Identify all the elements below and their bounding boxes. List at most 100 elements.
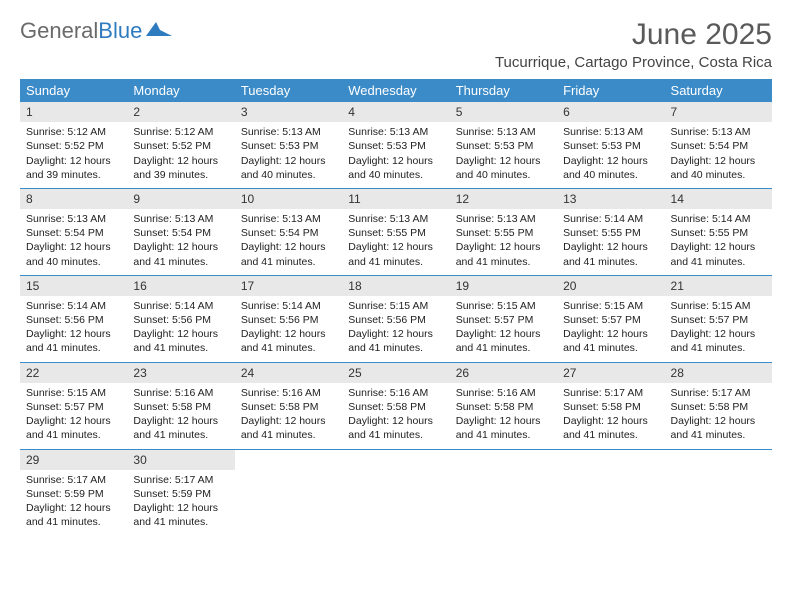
sunrise-line: Sunrise: 5:13 AM [26,212,121,226]
calendar-day-cell: 26 Sunrise: 5:16 AMSunset: 5:58 PMDayligh… [450,363,557,449]
daylight-line: Daylight: 12 hours and 40 minutes. [241,154,336,182]
day-number: 25 [342,363,449,383]
daylight-line: Daylight: 12 hours and 41 minutes. [671,414,766,442]
day-number: 9 [127,189,234,209]
sunset-line: Sunset: 5:55 PM [563,226,658,240]
day-number: 17 [235,276,342,296]
day-number: 18 [342,276,449,296]
sunset-line: Sunset: 5:54 PM [133,226,228,240]
day-number: 5 [450,102,557,122]
sunrise-line: Sunrise: 5:15 AM [563,299,658,313]
location-text: Tucurrique, Cartago Province, Costa Rica [495,54,772,71]
calendar-week: 1Sunrise: 5:12 AMSunset: 5:52 PMDaylight… [20,102,772,189]
day-number: 26 [450,363,557,383]
sunrise-line: Sunrise: 5:17 AM [133,473,228,487]
sunrise-line: Sunrise: 5:14 AM [563,212,658,226]
day-number: 8 [20,189,127,209]
sunset-line: Sunset: 5:55 PM [456,226,551,240]
calendar-empty-cell [557,450,664,536]
day-number: 12 [450,189,557,209]
month-title: June 2025 [495,18,772,52]
daylight-line: Daylight: 12 hours and 41 minutes. [563,414,658,442]
title-block: June 2025 Tucurrique, Cartago Province, … [495,18,772,71]
sunset-line: Sunset: 5:58 PM [671,400,766,414]
sunrise-line: Sunrise: 5:17 AM [671,386,766,400]
sunset-line: Sunset: 5:56 PM [348,313,443,327]
daylight-line: Daylight: 12 hours and 41 minutes. [671,327,766,355]
sunset-line: Sunset: 5:52 PM [26,139,121,153]
daylight-line: Daylight: 12 hours and 40 minutes. [563,154,658,182]
calendar-day-cell: 1Sunrise: 5:12 AMSunset: 5:52 PMDaylight… [20,102,127,188]
daylight-line: Daylight: 12 hours and 40 minutes. [348,154,443,182]
day-number: 15 [20,276,127,296]
day-number: 11 [342,189,449,209]
calendar-grid: SundayMondayTuesdayWednesdayThursdayFrid… [20,79,772,535]
day-header-cell: Saturday [665,79,772,102]
calendar-day-cell: 24Sunrise: 5:16 AMSunset: 5:58 PMDayligh… [235,363,342,449]
calendar-page: GeneralBlue June 2025 Tucurrique, Cartag… [0,0,792,553]
sunset-line: Sunset: 5:53 PM [348,139,443,153]
daylight-line: Daylight: 12 hours and 41 minutes. [26,327,121,355]
day-number: 13 [557,189,664,209]
brand-part2: Blue [98,18,142,44]
sunrise-line: Sunrise: 5:13 AM [133,212,228,226]
calendar-day-cell: 11Sunrise: 5:13 AMSunset: 5:55 PMDayligh… [342,189,449,275]
sunset-line: Sunset: 5:52 PM [133,139,228,153]
sunset-line: Sunset: 5:55 PM [671,226,766,240]
daylight-line: Daylight: 12 hours and 40 minutes. [671,154,766,182]
day-number: 1 [20,102,127,122]
day-number: 4 [342,102,449,122]
daylight-line: Daylight: 12 hours and 41 minutes. [26,501,121,529]
sunrise-line: Sunrise: 5:16 AM [456,386,551,400]
day-number: 16 [127,276,234,296]
calendar-day-cell: 27Sunrise: 5:17 AMSunset: 5:58 PMDayligh… [557,363,664,449]
page-header: GeneralBlue June 2025 Tucurrique, Cartag… [20,18,772,71]
calendar-day-cell: 22Sunrise: 5:15 AMSunset: 5:57 PMDayligh… [20,363,127,449]
sunrise-line: Sunrise: 5:14 AM [26,299,121,313]
sunrise-line: Sunrise: 5:15 AM [671,299,766,313]
calendar-day-cell: 15Sunrise: 5:14 AMSunset: 5:56 PMDayligh… [20,276,127,362]
calendar-day-cell: 30Sunrise: 5:17 AMSunset: 5:59 PMDayligh… [127,450,234,536]
day-number: 21 [665,276,772,296]
calendar-day-cell: 14Sunrise: 5:14 AMSunset: 5:55 PMDayligh… [665,189,772,275]
sunrise-line: Sunrise: 5:12 AM [133,125,228,139]
sunrise-line: Sunrise: 5:13 AM [456,212,551,226]
day-number: 19 [450,276,557,296]
daylight-line: Daylight: 12 hours and 41 minutes. [456,414,551,442]
calendar-day-cell: 17Sunrise: 5:14 AMSunset: 5:56 PMDayligh… [235,276,342,362]
calendar-day-cell: 21 Sunrise: 5:15 AMSunset: 5:57 PMDayligh… [665,276,772,362]
calendar-day-cell: 23Sunrise: 5:16 AMSunset: 5:58 PMDayligh… [127,363,234,449]
day-number: 29 [20,450,127,470]
calendar-empty-cell [665,450,772,536]
calendar-day-cell: 3Sunrise: 5:13 AMSunset: 5:53 PMDaylight… [235,102,342,188]
sunrise-line: Sunrise: 5:15 AM [456,299,551,313]
sunset-line: Sunset: 5:54 PM [26,226,121,240]
sunset-line: Sunset: 5:55 PM [348,226,443,240]
daylight-line: Daylight: 12 hours and 41 minutes. [348,240,443,268]
sunset-line: Sunset: 5:54 PM [671,139,766,153]
daylight-line: Daylight: 12 hours and 41 minutes. [348,414,443,442]
daylight-line: Daylight: 12 hours and 41 minutes. [133,501,228,529]
brand-part1: General [20,18,98,44]
brand-logo: GeneralBlue [20,18,172,44]
day-header-cell: Sunday [20,79,127,102]
daylight-line: Daylight: 12 hours and 41 minutes. [456,240,551,268]
calendar-day-cell: 18Sunrise: 5:15 AMSunset: 5:56 PMDayligh… [342,276,449,362]
day-number: 14 [665,189,772,209]
day-number: 20 [557,276,664,296]
sunset-line: Sunset: 5:58 PM [456,400,551,414]
sunset-line: Sunset: 5:56 PM [241,313,336,327]
sunrise-line: Sunrise: 5:13 AM [456,125,551,139]
calendar-day-cell: 7Sunrise: 5:13 AMSunset: 5:54 PMDaylight… [665,102,772,188]
sunrise-line: Sunrise: 5:13 AM [241,125,336,139]
daylight-line: Daylight: 12 hours and 41 minutes. [241,327,336,355]
day-number: 2 [127,102,234,122]
day-number: 6 [557,102,664,122]
sunrise-line: Sunrise: 5:13 AM [348,125,443,139]
calendar-day-cell: 8Sunrise: 5:13 AMSunset: 5:54 PMDaylight… [20,189,127,275]
calendar-day-cell: 19Sunrise: 5:15 AMSunset: 5:57 PMDayligh… [450,276,557,362]
day-number: 28 [665,363,772,383]
calendar-day-cell: 29Sunrise: 5:17 AMSunset: 5:59 PMDayligh… [20,450,127,536]
sunset-line: Sunset: 5:57 PM [671,313,766,327]
sunset-line: Sunset: 5:54 PM [241,226,336,240]
